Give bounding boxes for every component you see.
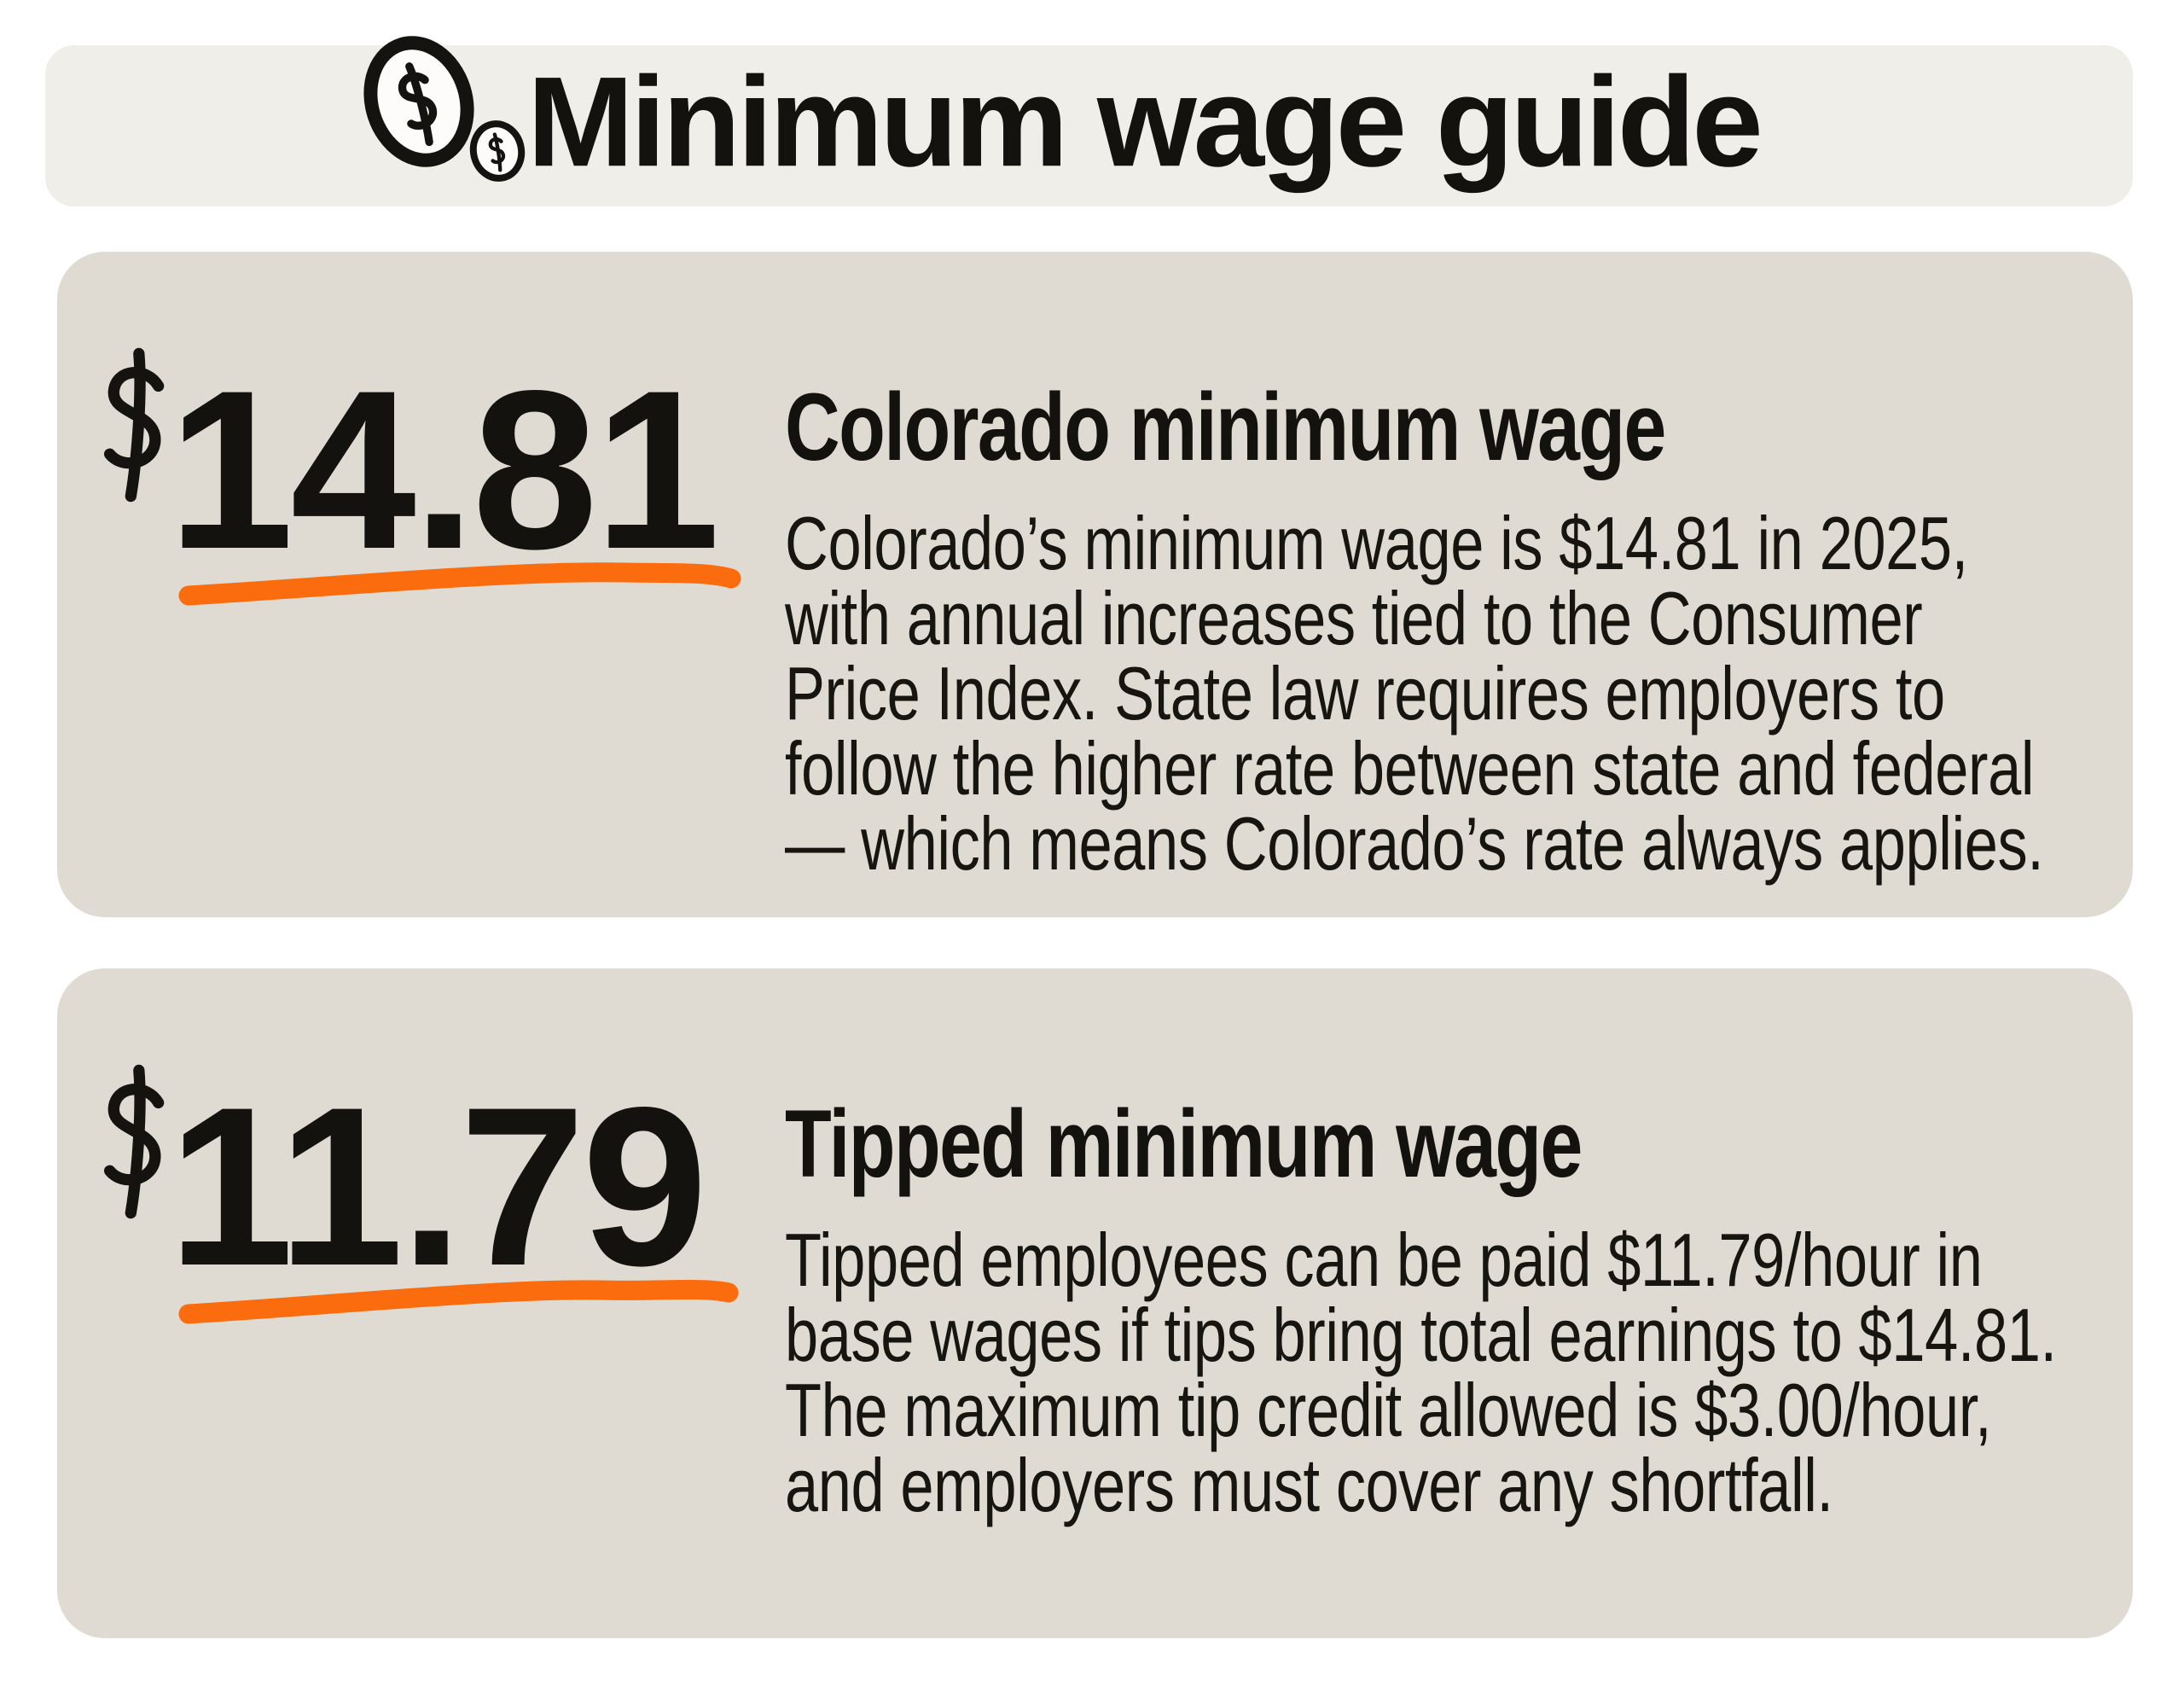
orange-underline: [178, 1279, 739, 1324]
large-coin: [363, 36, 474, 167]
amount-display: 14.81: [100, 344, 816, 625]
amount-value: 11.79: [168, 1061, 708, 1313]
small-coin: [469, 120, 526, 182]
card-body: Colorado’s minimum wage is $14.81 in 202…: [785, 501, 2044, 886]
orange-underline: [178, 562, 741, 606]
card-body: Tipped employees can be paid $11.79/hour…: [785, 1218, 2057, 1527]
wage-card-colorado: 14.81 Colorado minimum wage Colorado’s m…: [57, 252, 2133, 917]
card-heading: Colorado minimum wage: [785, 374, 1666, 480]
amount-value: 14.81: [168, 344, 720, 596]
dollar-sign-icon: [103, 347, 165, 503]
card-heading: Tipped minimum wage: [785, 1090, 1583, 1197]
dollar-sign-icon: [103, 1064, 165, 1219]
card-copy: Colorado minimum wage Colorado’s minimum…: [785, 378, 2061, 881]
dollar-coins-icon: [363, 36, 526, 182]
amount-display: 11.79: [100, 1061, 816, 1342]
header-band: Minimum wage guide: [45, 36, 2133, 206]
card-copy: Tipped minimum wage Tipped employees can…: [785, 1095, 2061, 1523]
page-title: Minimum wage guide: [527, 49, 1763, 193]
wage-card-tipped: 11.79 Tipped minimum wage Tipped employe…: [57, 968, 2133, 1638]
